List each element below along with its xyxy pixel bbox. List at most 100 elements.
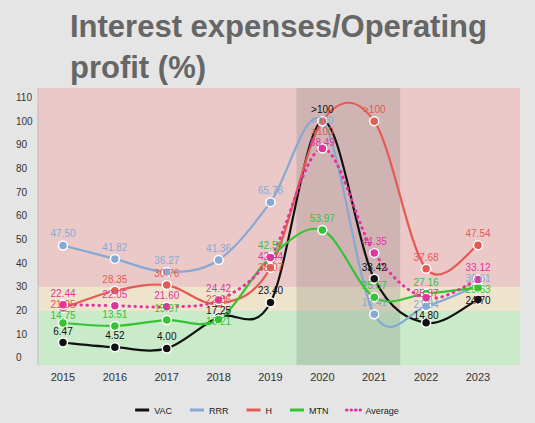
legend-swatch	[290, 409, 304, 412]
plot-data	[59, 103, 483, 353]
data-label: 22.44	[50, 288, 75, 299]
data-label: 25.57	[362, 280, 387, 291]
y-tick-label: 80	[16, 163, 28, 174]
x-tick-label: 2019	[258, 371, 282, 383]
chart: 0102030405060708090100110201520162017201…	[0, 0, 535, 423]
data-label: 22.05	[102, 289, 127, 300]
data-label: >100	[363, 104, 386, 115]
y-tick-label: 90	[16, 139, 28, 150]
data-label: 14.75	[50, 310, 75, 321]
data-labels: 47.5022.4421.0514.756.4741.8228.3522.051…	[50, 104, 490, 342]
y-tick-label: 110	[16, 92, 32, 103]
data-label: 13.51	[102, 309, 127, 320]
legend-label: VAC	[154, 406, 172, 416]
data-label: 6.47	[53, 326, 73, 337]
data-point	[318, 226, 327, 235]
series-line	[63, 229, 478, 326]
data-label: >100	[311, 126, 334, 137]
legend-swatch	[135, 409, 149, 412]
data-label: 15.97	[154, 303, 179, 314]
x-tick-label: 2021	[362, 371, 386, 383]
data-label: 28.35	[102, 274, 127, 285]
data-point	[59, 338, 68, 347]
data-point	[162, 281, 171, 290]
data-label: 30.61	[465, 273, 490, 284]
data-point	[110, 321, 119, 330]
series-line	[63, 118, 478, 327]
data-label: 42.58	[258, 240, 283, 251]
y-tick-label: 50	[16, 234, 28, 245]
data-point	[214, 255, 223, 264]
series-line	[63, 103, 478, 308]
legend-label: RRR	[209, 406, 229, 416]
data-point	[370, 117, 379, 126]
y-tick-label: 100	[16, 116, 33, 127]
y-tick-label: 20	[16, 305, 28, 316]
data-label: >100	[311, 104, 334, 115]
y-tick-label: 60	[16, 210, 28, 221]
data-label: 27.16	[414, 277, 439, 288]
data-label: 47.54	[465, 228, 490, 239]
data-label: 38.07	[258, 262, 283, 273]
legend-label: MTN	[309, 406, 329, 416]
data-point	[422, 264, 431, 273]
data-label: 21.84	[414, 299, 439, 310]
data-point	[266, 298, 275, 307]
data-label: 21.60	[154, 290, 179, 301]
data-label: 25.37	[414, 288, 439, 299]
data-label: 4.52	[105, 330, 125, 341]
y-axis-line	[38, 88, 39, 365]
legend-item: MTN	[290, 406, 329, 416]
data-label: 29.63	[465, 284, 490, 295]
data-point	[162, 316, 171, 325]
data-point	[110, 254, 119, 263]
data-label: 36.27	[154, 255, 179, 266]
chart-title: Interest expenses/Operating profit (%)	[70, 6, 520, 88]
data-point	[370, 310, 379, 319]
y-tick-label: 0	[16, 352, 22, 363]
data-label: 14.80	[414, 310, 439, 321]
data-label: 41.36	[206, 243, 231, 254]
y-tick-label: 10	[16, 329, 28, 340]
data-label: 22.86	[206, 294, 231, 305]
legend-swatch	[346, 409, 360, 412]
data-label: 33.42	[362, 262, 387, 273]
highlight-region	[296, 88, 400, 365]
data-label: 42.44	[258, 251, 283, 262]
legend-item: VAC	[135, 406, 172, 416]
data-label: 21.05	[50, 299, 75, 310]
data-label: 53.97	[310, 213, 335, 224]
y-tick-label: 30	[16, 281, 28, 292]
y-tick-label: 40	[16, 258, 28, 269]
data-label: 44.35	[362, 236, 387, 247]
x-tick-label: 2016	[103, 371, 127, 383]
data-label: 17.25	[206, 305, 231, 316]
series-line	[63, 121, 478, 351]
data-label: 88.49	[310, 137, 335, 148]
x-tick-label: 2018	[206, 371, 230, 383]
x-tick-label: 2015	[51, 371, 75, 383]
legend-swatch	[246, 409, 260, 412]
data-label: >100	[311, 115, 334, 126]
data-label: 4.00	[157, 331, 177, 342]
data-label: 65.78	[258, 185, 283, 196]
series-line	[63, 148, 478, 307]
data-label: 41.82	[102, 242, 127, 253]
data-point	[110, 343, 119, 352]
legend: VACRRRHMTNAverage	[135, 406, 399, 416]
legend-item: RRR	[190, 406, 229, 416]
data-label: 33.12	[465, 262, 490, 273]
data-label: 37.68	[414, 252, 439, 263]
data-point	[59, 241, 68, 250]
band	[38, 88, 520, 287]
legend-swatch	[190, 409, 204, 412]
data-label: 24.42	[206, 283, 231, 294]
data-label: 16.21	[206, 316, 231, 327]
x-tick-label: 2022	[414, 371, 438, 383]
x-tick-label: 2020	[310, 371, 334, 383]
data-label: 18.41	[362, 297, 387, 308]
data-label: 24.70	[465, 295, 490, 306]
data-point	[266, 198, 275, 207]
legend-item: Average	[346, 406, 398, 416]
data-point	[474, 241, 483, 250]
